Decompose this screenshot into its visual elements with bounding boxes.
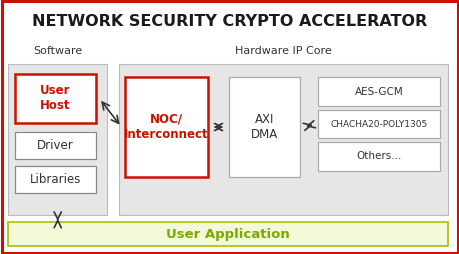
- Bar: [125, 77, 207, 177]
- Bar: [318, 110, 439, 138]
- Bar: [8, 64, 107, 215]
- Text: NETWORK SECURITY CRYPTO ACCELERATOR: NETWORK SECURITY CRYPTO ACCELERATOR: [32, 14, 427, 29]
- Text: CHACHA20-POLY1305: CHACHA20-POLY1305: [330, 120, 427, 129]
- Text: AXI
DMA: AXI DMA: [251, 113, 278, 141]
- Bar: [15, 74, 95, 123]
- Bar: [8, 222, 447, 246]
- Text: Libraries: Libraries: [30, 173, 81, 186]
- Text: User
Host: User Host: [40, 84, 71, 113]
- Text: Hardware IP Core: Hardware IP Core: [234, 46, 331, 56]
- Text: AES-GCM: AES-GCM: [354, 87, 403, 97]
- Bar: [229, 77, 300, 177]
- Text: NOC/
Interconnect: NOC/ Interconnect: [124, 113, 208, 141]
- Bar: [318, 142, 439, 171]
- Text: Driver: Driver: [37, 139, 73, 152]
- Text: Others...: Others...: [356, 151, 401, 161]
- Bar: [15, 132, 95, 159]
- Text: User Application: User Application: [166, 228, 289, 241]
- Bar: [118, 64, 447, 215]
- Bar: [318, 77, 439, 106]
- Text: Software: Software: [33, 46, 82, 56]
- Bar: [15, 166, 95, 193]
